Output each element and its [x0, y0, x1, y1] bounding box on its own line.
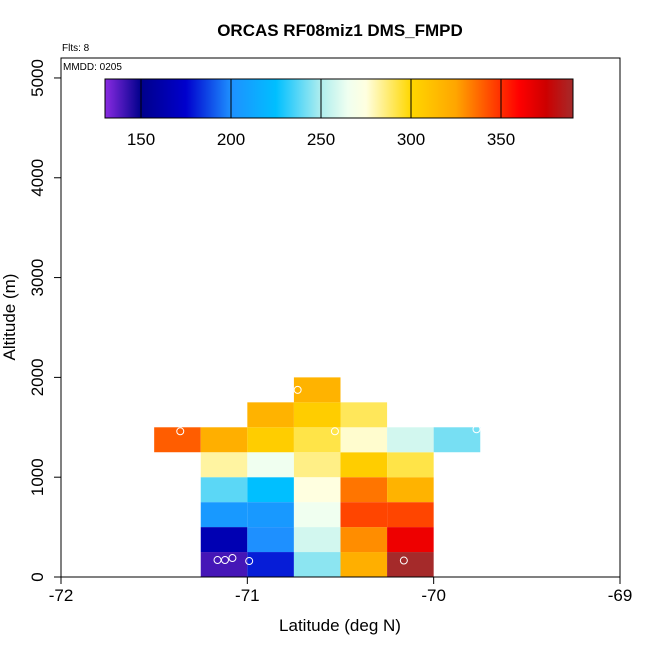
heatmap-cell: [387, 477, 434, 503]
heatmap-cell: [293, 552, 341, 577]
track-point: [228, 554, 237, 563]
chart-title: ORCAS RF08miz1 DMS_FMPD: [217, 21, 463, 40]
heatmap-cell: [247, 402, 294, 428]
flights-annotation: Flts: 8: [62, 43, 90, 54]
heatmap-cell: [293, 452, 341, 478]
heatmap-cell: [387, 452, 434, 478]
heatmap-cell: [340, 452, 388, 478]
colorbar-ramp: [104, 78, 574, 119]
x-tick-label: -70: [421, 586, 446, 605]
heatmap-cell: [340, 477, 388, 503]
track-point: [176, 427, 185, 436]
x-tick-label: -71: [235, 586, 260, 605]
heatmap-cell: [387, 502, 434, 528]
heatmap-cell: [293, 377, 341, 403]
x-tick-label: -72: [49, 586, 74, 605]
heatmap-cell: [433, 427, 481, 453]
y-axis-title: Altitude (m): [0, 274, 19, 361]
track-point: [220, 556, 229, 565]
y-tick-label: 3000: [28, 259, 47, 297]
heatmap-cell: [387, 427, 434, 453]
y-tick-label: 1000: [28, 458, 47, 496]
heatmap-cell: [247, 477, 294, 503]
colorbar-tick-label: 150: [127, 130, 155, 149]
heatmap-cell: [247, 552, 294, 577]
heatmap-cell: [293, 402, 341, 428]
heatmap-cell: [247, 452, 294, 478]
y-axis: 0 1000 2000 3000 4000 5000: [28, 59, 61, 582]
heatmap-cell: [200, 502, 248, 528]
colorbar: 150 200 250 300 350: [104, 78, 574, 149]
x-tick-label: -69: [608, 586, 633, 605]
y-tick-label: 0: [28, 572, 47, 581]
y-tick-label: 2000: [28, 358, 47, 396]
colorbar-tick-label: 250: [307, 130, 335, 149]
heatmap-cell: [340, 402, 388, 428]
track-point: [293, 385, 302, 394]
y-tick-label: 4000: [28, 159, 47, 197]
heatmap-cell: [293, 502, 341, 528]
track-point: [330, 427, 339, 436]
heatmap-cell: [293, 477, 341, 503]
heatmap-cell: [293, 427, 341, 453]
x-axis: -72 -71 -70 -69: [49, 577, 633, 605]
heatmap-cell: [340, 527, 388, 553]
heatmap-cell: [387, 552, 434, 577]
heatmap-cell: [340, 502, 388, 528]
flight-track-points: [176, 385, 481, 566]
heatmap-cell: [247, 427, 294, 453]
heatmap-cell: [340, 552, 388, 577]
heatmap-cell: [200, 477, 248, 503]
heatmap-cell: [247, 527, 294, 553]
heatmap-cell: [200, 552, 248, 577]
heatmap-cell: [154, 427, 201, 453]
track-point: [245, 557, 254, 566]
colorbar-tick-label: 350: [487, 130, 515, 149]
heatmap-cell: [340, 427, 388, 453]
x-axis-title: Latitude (deg N): [279, 616, 401, 635]
track-point: [472, 425, 481, 434]
y-tick-label: 5000: [28, 59, 47, 97]
heatmap-cell: [387, 527, 434, 553]
heatmap-cells: [154, 377, 481, 577]
colorbar-tick-label: 300: [397, 130, 425, 149]
date-annotation: MMDD: 0205: [63, 62, 122, 73]
colorbar-tick-label: 200: [217, 130, 245, 149]
plot-frame: [60, 57, 621, 578]
heatmap-cell: [293, 527, 341, 553]
heatmap-cell: [200, 452, 248, 478]
heatmap-cell: [200, 427, 248, 453]
heatmap-cell: [200, 527, 248, 553]
track-point: [399, 556, 408, 565]
heatmap-cell: [247, 502, 294, 528]
